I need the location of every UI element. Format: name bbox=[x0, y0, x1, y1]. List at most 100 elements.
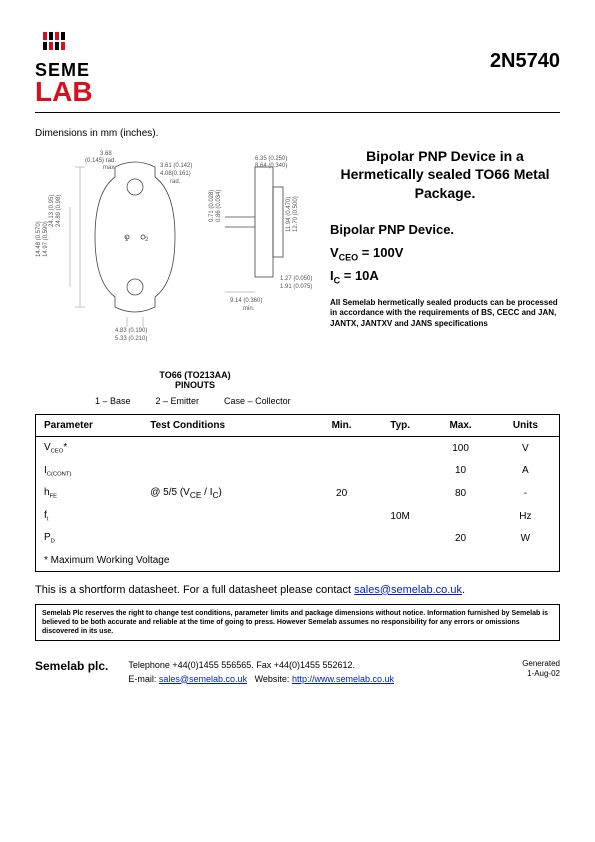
cell-min bbox=[312, 527, 371, 549]
table-row: IC(CONT)10A bbox=[36, 460, 560, 482]
contact-line: This is a shortform datasheet. For a ful… bbox=[35, 584, 560, 596]
cell-units: V bbox=[492, 437, 560, 460]
cell-cond bbox=[142, 460, 312, 482]
header: SEME LAB 2N5740 bbox=[35, 30, 560, 113]
contact-text: This is a shortform datasheet. For a ful… bbox=[35, 584, 354, 596]
footer-contact: Telephone +44(0)1455 556565. Fax +44(0)1… bbox=[128, 659, 394, 686]
cell-units: - bbox=[492, 482, 560, 505]
cell-max: 20 bbox=[429, 527, 491, 549]
cell-param: VCEO* bbox=[36, 437, 143, 460]
pinout-row: 1 – Base 2 – Emitter Case – Collector bbox=[95, 396, 295, 406]
svg-text:4.83 (0.190): 4.83 (0.190) bbox=[115, 328, 147, 334]
cell-units: W bbox=[492, 527, 560, 549]
cell-min bbox=[312, 460, 371, 482]
svg-text:2: 2 bbox=[145, 237, 149, 243]
th-units: Units bbox=[492, 415, 560, 437]
pin-1: 1 – Base bbox=[95, 396, 131, 406]
cell-units: A bbox=[492, 460, 560, 482]
pinout-section: TO66 (TO213AA) PINOUTS 1 – Base 2 – Emit… bbox=[95, 370, 295, 406]
footer-left: Semelab plc. Telephone +44(0)1455 556565… bbox=[35, 659, 394, 686]
svg-text:rad.: rad. bbox=[170, 179, 181, 185]
logo: SEME LAB bbox=[35, 30, 93, 104]
th-typ: Typ. bbox=[371, 415, 429, 437]
svg-text:3.61 (0.142): 3.61 (0.142) bbox=[160, 163, 192, 169]
cell-typ bbox=[371, 482, 429, 505]
cell-param: ft bbox=[36, 505, 143, 527]
pinout-title: TO66 (TO213AA) PINOUTS bbox=[95, 370, 295, 390]
svg-text:1.27 (0.050): 1.27 (0.050) bbox=[280, 276, 312, 282]
web-label: Website: bbox=[247, 674, 292, 684]
pin-case: Case – Collector bbox=[224, 396, 291, 406]
sub-title: Bipolar PNP Device. bbox=[330, 222, 560, 237]
cell-param: PD bbox=[36, 527, 143, 549]
vceo-value: = 100V bbox=[358, 245, 403, 260]
diagram-svg: 1 2 24.13 (0.95) 24.89 (0.98) 14.48 (0.5… bbox=[35, 147, 315, 357]
vceo-symbol: V bbox=[330, 245, 339, 260]
footer: Semelab plc. Telephone +44(0)1455 556565… bbox=[35, 659, 560, 686]
dimensions-label: Dimensions in mm (inches). bbox=[35, 128, 560, 139]
th-min: Min. bbox=[312, 415, 371, 437]
svg-text:14.48 (0.570): 14.48 (0.570) bbox=[36, 221, 42, 257]
cell-typ bbox=[371, 460, 429, 482]
table-header-row: Parameter Test Conditions Min. Typ. Max.… bbox=[36, 415, 560, 437]
generated-date: 1-Aug-02 bbox=[522, 669, 560, 679]
svg-text:4.08(0.161): 4.08(0.161) bbox=[160, 171, 191, 177]
cell-cond: @ 5/5 (VCE / IC) bbox=[142, 482, 312, 505]
svg-text:5.33 (0.210): 5.33 (0.210) bbox=[115, 336, 147, 342]
svg-text:9.14 (0.360): 9.14 (0.360) bbox=[230, 298, 262, 304]
svg-text:8.64 (0.340): 8.64 (0.340) bbox=[255, 163, 287, 169]
th-max: Max. bbox=[429, 415, 491, 437]
cell-max: 100 bbox=[429, 437, 491, 460]
svg-text:24.89 (0.98): 24.89 (0.98) bbox=[56, 195, 62, 227]
cell-min bbox=[312, 505, 371, 527]
vceo-spec: VCEO = 100V bbox=[330, 245, 560, 263]
cell-typ bbox=[371, 527, 429, 549]
table-row: VCEO* 100V bbox=[36, 437, 560, 460]
footer-phone: Telephone +44(0)1455 556565. Fax +44(0)1… bbox=[128, 659, 394, 673]
footer-web-link[interactable]: http://www.semelab.co.uk bbox=[292, 674, 394, 684]
cell-cond bbox=[142, 505, 312, 527]
svg-text:24.13 (0.95): 24.13 (0.95) bbox=[49, 195, 55, 227]
cell-max bbox=[429, 505, 491, 527]
footer-email-link[interactable]: sales@semelab.co.uk bbox=[159, 674, 247, 684]
logo-text-bottom: LAB bbox=[35, 79, 93, 104]
part-number: 2N5740 bbox=[490, 50, 560, 73]
table-row: hFE@ 5/5 (VCE / IC)2080- bbox=[36, 482, 560, 505]
generated-label: Generated bbox=[522, 659, 560, 669]
table-footnote-row: * Maximum Working Voltage bbox=[36, 550, 560, 572]
cell-units: Hz bbox=[492, 505, 560, 527]
footer-links: E-mail: sales@semelab.co.uk Website: htt… bbox=[128, 673, 394, 687]
disclaimer-box: Semelab Plc reserves the right to change… bbox=[35, 604, 560, 641]
logo-icon bbox=[35, 30, 75, 58]
ic-spec: IC = 10A bbox=[330, 268, 560, 286]
cell-typ: 10M bbox=[371, 505, 429, 527]
svg-text:min.: min. bbox=[243, 306, 255, 312]
svg-text:max.: max. bbox=[103, 165, 116, 171]
th-parameter: Parameter bbox=[36, 415, 143, 437]
ic-value: = 10A bbox=[340, 268, 379, 283]
svg-text:14.97 (0.590): 14.97 (0.590) bbox=[43, 221, 49, 257]
th-conditions: Test Conditions bbox=[142, 415, 312, 437]
info-column: Bipolar PNP Device in a Hermetically sea… bbox=[330, 147, 560, 360]
cell-typ bbox=[371, 437, 429, 460]
cell-cond bbox=[142, 527, 312, 549]
company-name: Semelab plc. bbox=[35, 659, 108, 686]
table-footnote: * Maximum Working Voltage bbox=[36, 550, 560, 572]
table-row: ft 10M Hz bbox=[36, 505, 560, 527]
svg-text:6.35 (0.250): 6.35 (0.250) bbox=[255, 156, 287, 162]
svg-text:(0.145) rad.: (0.145) rad. bbox=[85, 158, 116, 164]
cell-cond bbox=[142, 437, 312, 460]
mid-section: 1 2 24.13 (0.95) 24.89 (0.98) 14.48 (0.5… bbox=[35, 147, 560, 360]
email-label: E-mail: bbox=[128, 674, 159, 684]
compliance-note: All Semelab hermetically sealed products… bbox=[330, 298, 560, 329]
footer-right: Generated 1-Aug-02 bbox=[522, 659, 560, 680]
parameters-table: Parameter Test Conditions Min. Typ. Max.… bbox=[35, 414, 560, 572]
contact-email-link[interactable]: sales@semelab.co.uk bbox=[354, 584, 462, 596]
cell-max: 10 bbox=[429, 460, 491, 482]
svg-text:0.71 (0.028): 0.71 (0.028) bbox=[209, 190, 215, 222]
table-row: PD 20W bbox=[36, 527, 560, 549]
main-title: Bipolar PNP Device in a Hermetically sea… bbox=[330, 147, 560, 202]
vceo-sub: CEO bbox=[339, 252, 359, 262]
svg-text:1.91 (0.075): 1.91 (0.075) bbox=[280, 284, 312, 290]
svg-text:3.68: 3.68 bbox=[100, 151, 112, 157]
